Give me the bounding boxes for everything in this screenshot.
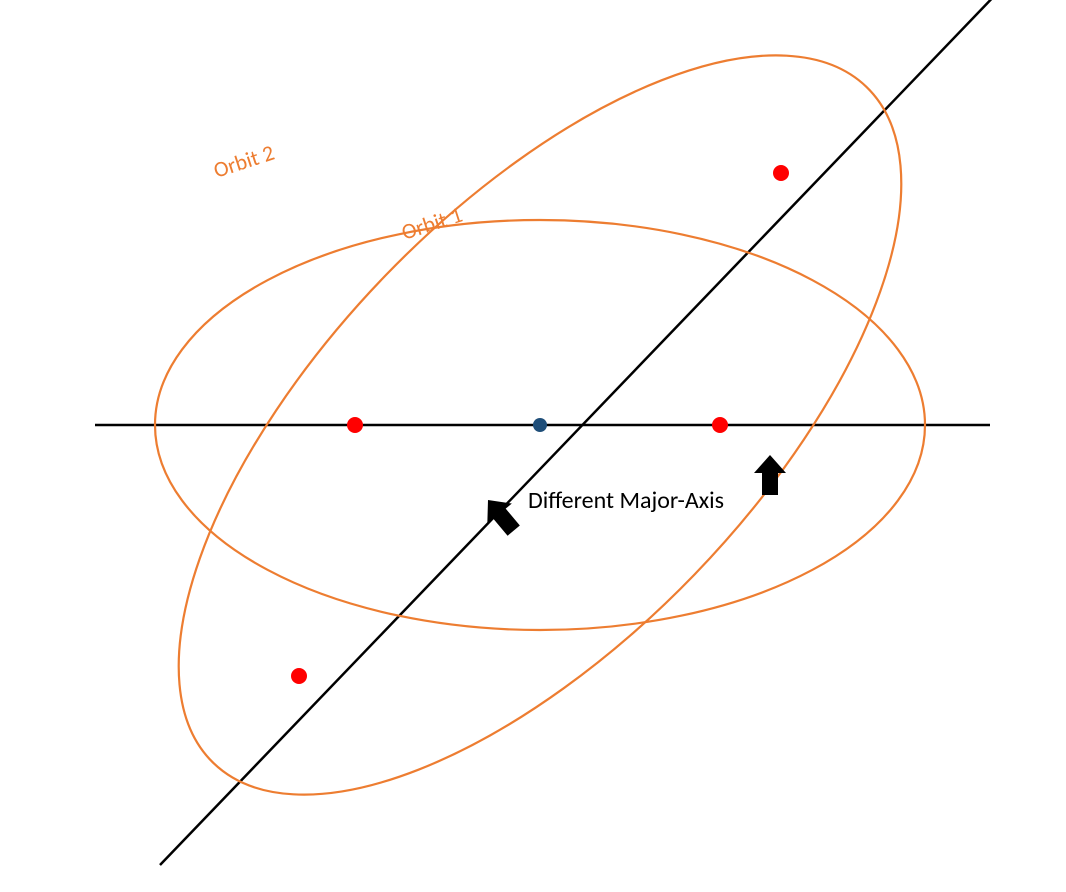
focus-dot — [712, 417, 728, 433]
axis-2-line — [160, 0, 1000, 865]
focus-dot — [347, 417, 363, 433]
focus-dot — [773, 165, 789, 181]
diagram-canvas — [0, 0, 1066, 892]
arrow-left-icon — [476, 490, 526, 541]
orbit-2-ellipse — [59, 0, 1021, 892]
center-dot — [533, 418, 547, 432]
arrow-right-icon — [754, 455, 786, 495]
main-label: Different Major-Axis — [528, 486, 724, 515]
focus-dot — [291, 668, 307, 684]
